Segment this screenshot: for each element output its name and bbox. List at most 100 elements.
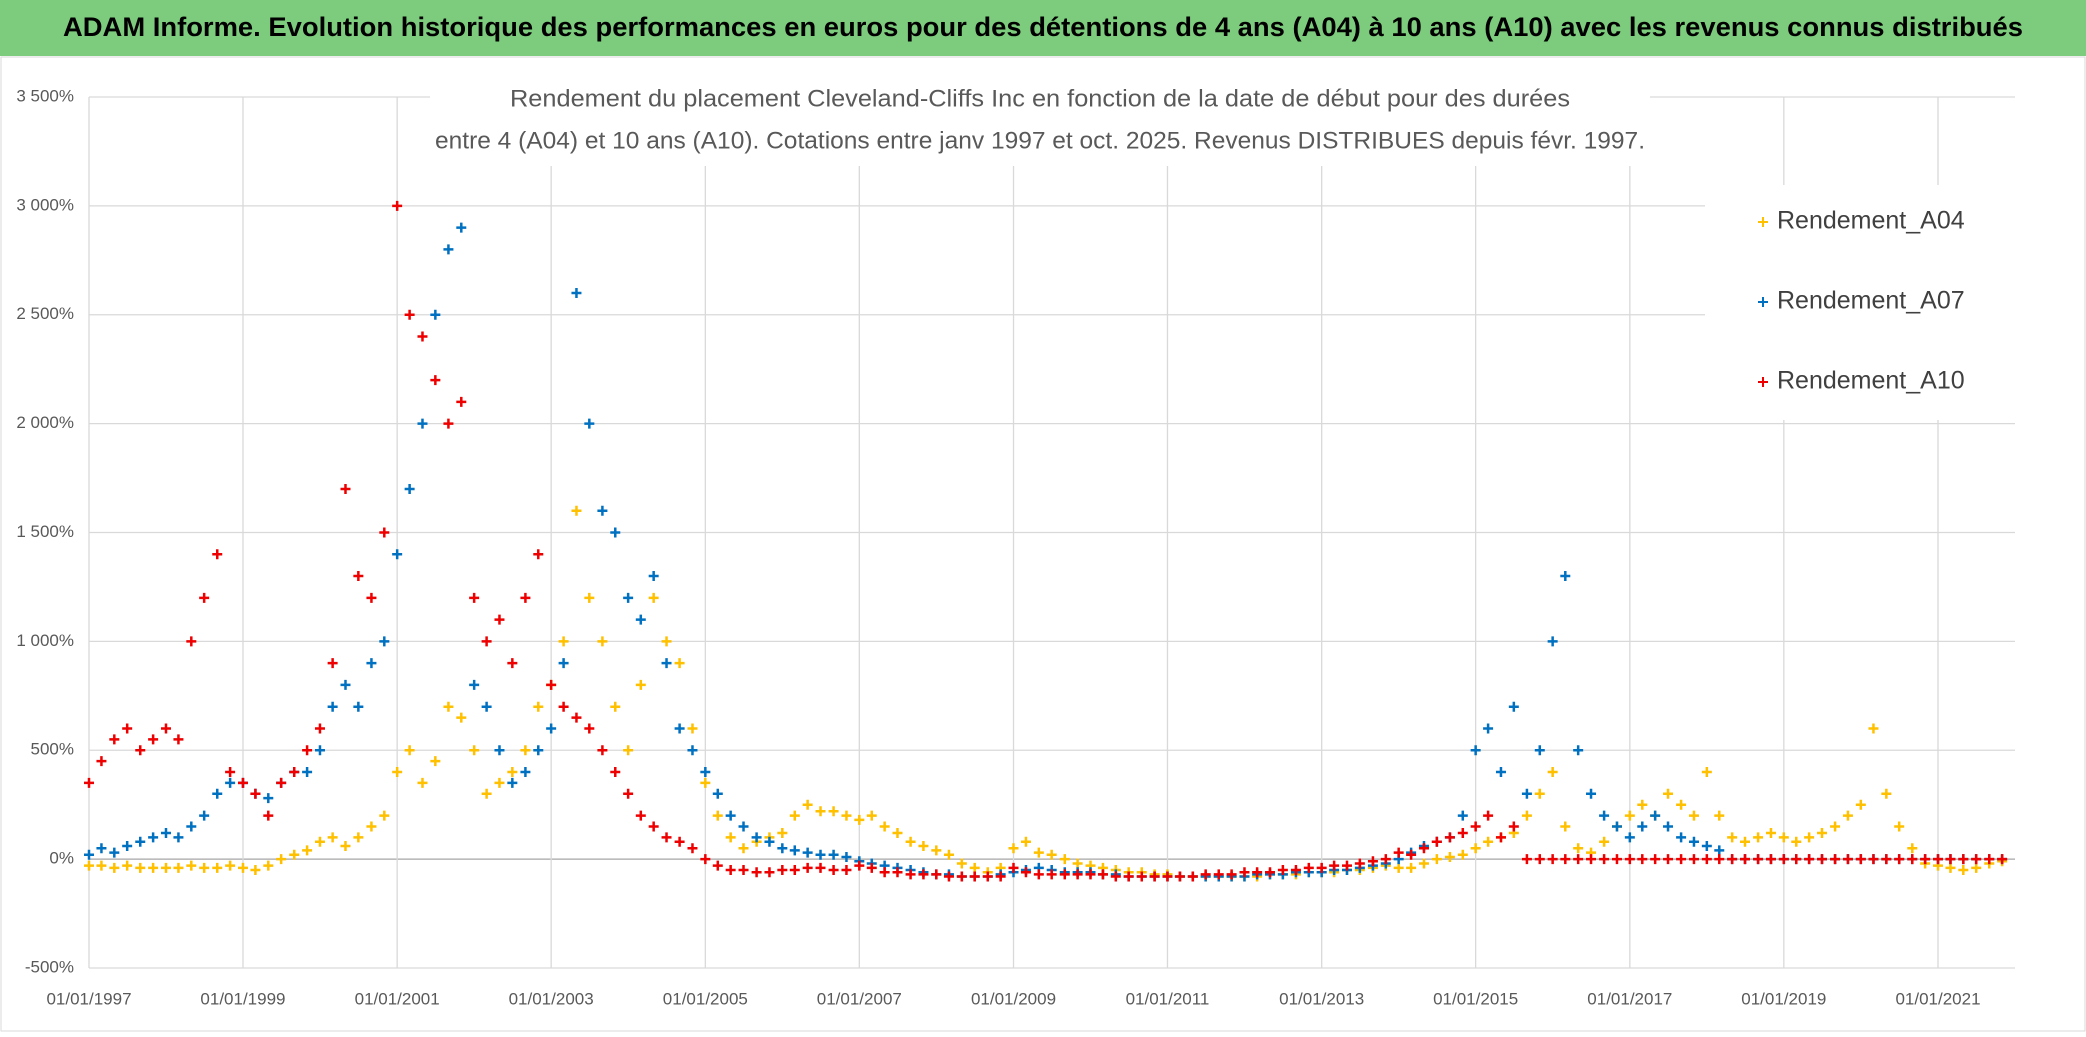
point	[1393, 847, 1404, 858]
point	[1059, 869, 1070, 880]
point	[687, 723, 698, 734]
point	[353, 832, 364, 843]
y-tick-label: -500%	[25, 957, 74, 976]
point	[558, 636, 569, 647]
point	[443, 418, 454, 429]
point	[841, 851, 852, 862]
point	[520, 592, 531, 603]
point	[1483, 810, 1494, 821]
point	[661, 832, 672, 843]
point	[1945, 854, 1956, 865]
point	[1971, 854, 1982, 865]
point	[1508, 821, 1519, 832]
point	[866, 810, 877, 821]
point	[366, 658, 377, 669]
point	[1380, 854, 1391, 865]
point	[571, 712, 582, 723]
subtitle: Rendement du placement Cleveland-Cliffs …	[510, 85, 1570, 112]
point	[1495, 767, 1506, 778]
point	[1470, 821, 1481, 832]
point	[302, 845, 313, 856]
point	[1085, 869, 1096, 880]
point	[225, 767, 236, 778]
point	[1624, 854, 1635, 865]
point	[635, 810, 646, 821]
point	[1303, 862, 1314, 873]
point	[1200, 869, 1211, 880]
point	[263, 860, 274, 871]
point	[1329, 860, 1340, 871]
x-tick-label: 01/01/2005	[663, 989, 748, 1008]
point	[1573, 745, 1584, 756]
point	[160, 723, 171, 734]
point	[1521, 810, 1532, 821]
point	[558, 701, 569, 712]
point	[789, 810, 800, 821]
point	[533, 549, 544, 560]
point	[379, 810, 390, 821]
point	[379, 527, 390, 538]
point	[469, 679, 480, 690]
point	[584, 723, 595, 734]
point	[1008, 862, 1019, 873]
point	[661, 658, 672, 669]
point	[481, 788, 492, 799]
point	[1547, 767, 1558, 778]
point	[1753, 832, 1764, 843]
point	[610, 701, 621, 712]
point	[854, 860, 865, 871]
point	[263, 793, 274, 804]
point	[186, 636, 197, 647]
legend-label: Rendement_A07	[1777, 287, 1965, 315]
point	[404, 483, 415, 494]
point	[1277, 865, 1288, 876]
point	[1765, 854, 1776, 865]
point	[1701, 841, 1712, 852]
point	[828, 849, 839, 860]
point	[199, 592, 210, 603]
point	[879, 867, 890, 878]
point	[1868, 854, 1879, 865]
point	[353, 701, 364, 712]
point	[764, 867, 775, 878]
point	[469, 745, 480, 756]
x-tick-label: 01/01/2001	[355, 989, 440, 1008]
point	[263, 810, 274, 821]
x-tick-label: 01/01/2003	[509, 989, 594, 1008]
point	[725, 865, 736, 876]
point	[1611, 854, 1622, 865]
point	[1547, 636, 1558, 647]
point	[1444, 851, 1455, 862]
point	[173, 734, 184, 745]
point	[469, 592, 480, 603]
legend-label: Rendement_A10	[1777, 367, 1965, 395]
point	[507, 658, 518, 669]
point	[1033, 869, 1044, 880]
point	[430, 309, 441, 320]
point	[289, 849, 300, 860]
point	[507, 777, 518, 788]
point	[751, 867, 762, 878]
x-tick-label: 01/01/2009	[971, 989, 1056, 1008]
point	[533, 745, 544, 756]
x-tick-label: 01/01/2019	[1741, 989, 1826, 1008]
point	[366, 592, 377, 603]
title-bar	[0, 0, 2086, 56]
point	[353, 571, 364, 582]
point	[751, 832, 762, 843]
point	[1778, 854, 1789, 865]
point	[1341, 860, 1352, 871]
point	[1521, 854, 1532, 865]
point	[725, 832, 736, 843]
point	[905, 869, 916, 880]
point	[610, 767, 621, 778]
point	[237, 777, 248, 788]
point	[1688, 836, 1699, 847]
point	[225, 860, 236, 871]
point	[1367, 856, 1378, 867]
y-tick-label: 2 500%	[16, 304, 74, 323]
point	[1586, 854, 1597, 865]
point	[982, 871, 993, 882]
point	[931, 869, 942, 880]
point	[841, 865, 852, 876]
